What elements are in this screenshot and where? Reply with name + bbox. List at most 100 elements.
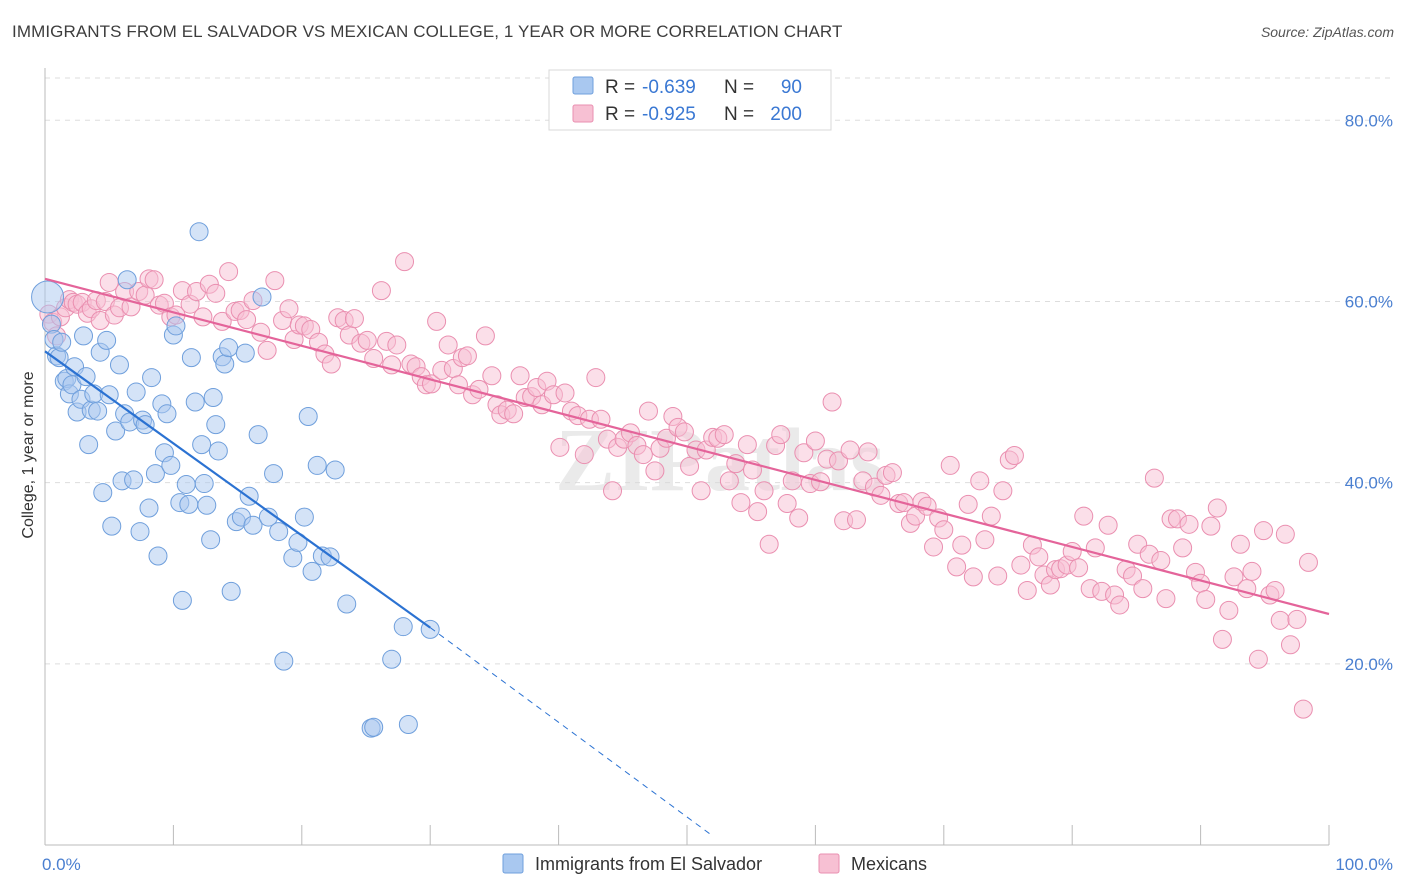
mexicans-point: [759, 534, 779, 554]
mexicans-point: [1144, 468, 1164, 488]
el-salvador-point: [302, 561, 322, 581]
mexicans-point: [1069, 558, 1089, 578]
mexicans-point: [1098, 515, 1118, 535]
el-salvador-points: [31, 222, 440, 738]
mexicans-point: [586, 368, 606, 388]
mexicans-point: [748, 502, 768, 522]
mexicans-point: [510, 366, 530, 386]
mexicans-point: [726, 454, 746, 474]
mexicans-point: [805, 431, 825, 451]
el-salvador-point: [243, 515, 263, 535]
el-salvador-point: [219, 338, 239, 358]
el-salvador-point: [161, 455, 181, 475]
mexicans-point: [1275, 524, 1295, 544]
y-axis-label: College, 1 year or more: [20, 371, 37, 538]
mexicans-point: [1230, 534, 1250, 554]
mexicans-point: [952, 535, 972, 555]
el-salvador-point: [185, 392, 205, 412]
mexicans-point: [1123, 566, 1143, 586]
mexicans-point: [1151, 551, 1171, 571]
el-salvador-point: [197, 495, 217, 515]
mexicans-point: [970, 471, 990, 491]
mexicans-point: [777, 493, 797, 513]
mexicans-point: [1196, 590, 1216, 610]
y-tick-labels: 20.0% 40.0% 60.0% 80.0%: [1345, 111, 1393, 674]
el-salvador-point: [117, 270, 137, 290]
el-salvador-point: [76, 367, 96, 387]
el-salvador-point: [201, 530, 221, 550]
mexicans-point: [794, 443, 814, 463]
mexicans-point: [981, 506, 1001, 526]
mexicans-point: [737, 435, 757, 455]
mexicans-points: [39, 252, 1318, 719]
mexicans-point: [840, 440, 860, 460]
mexicans-point: [1179, 514, 1199, 534]
el-salvador-point: [382, 649, 402, 669]
mexicans-point: [993, 481, 1013, 501]
y-tick-label: 60.0%: [1345, 292, 1393, 311]
series-swatch-pink: [818, 853, 840, 874]
mexicans-point: [882, 463, 902, 483]
mexicans-point: [1110, 595, 1130, 615]
mexicans-point: [1248, 649, 1268, 669]
mexicans-trend-line: [44, 277, 1330, 616]
mexicans-point: [934, 520, 954, 540]
el-salvador-point: [393, 617, 413, 637]
legend-blue-n: 90: [781, 77, 802, 98]
legend-blue-r: -0.639: [642, 77, 696, 98]
el-salvador-point: [93, 483, 113, 503]
mexicans-point: [1224, 567, 1244, 587]
el-salvador-point: [364, 717, 384, 737]
mexicans-point: [265, 271, 285, 291]
el-salvador-point: [248, 425, 268, 445]
mexicans-point: [1011, 555, 1031, 575]
mexicans-point: [482, 366, 502, 386]
mexicans-point: [219, 262, 239, 282]
mexicans-point: [829, 451, 849, 471]
el-salvador-point: [337, 594, 357, 614]
el-salvador-point: [215, 354, 235, 374]
el-salvador-point: [194, 474, 214, 494]
x-tick-label: 100.0%: [1335, 855, 1393, 874]
mexicans-point: [357, 330, 377, 350]
mexicans-point: [1074, 506, 1094, 526]
y-tick-label: 20.0%: [1345, 655, 1393, 674]
el-salvador-point: [126, 382, 146, 402]
mexicans-point: [504, 404, 524, 424]
mexicans-point: [1242, 561, 1262, 581]
mexicans-point: [940, 455, 960, 475]
mexicans-point: [947, 557, 967, 577]
mexicans-point: [251, 322, 271, 342]
el-salvador-point: [294, 507, 314, 527]
el-salvador-point: [252, 287, 272, 307]
mexicans-point: [638, 401, 658, 421]
el-salvador-point: [88, 401, 108, 421]
mexicans-point: [475, 326, 495, 346]
el-salvador-point: [181, 348, 201, 368]
el-salvador-point: [179, 494, 199, 514]
el-salvador-point: [274, 651, 294, 671]
el-salvador-point: [172, 590, 192, 610]
el-salvador-point: [109, 355, 129, 375]
el-salvador-point: [74, 326, 94, 346]
mexicans-point: [438, 335, 458, 355]
mexicans-point: [988, 566, 1008, 586]
mexicans-point: [958, 494, 978, 514]
mexicans-point: [719, 471, 739, 491]
mexicans-point: [822, 392, 842, 412]
mexicans-point: [603, 481, 623, 501]
mexicans-point: [555, 383, 575, 403]
mexicans-point: [1207, 498, 1227, 518]
legend-swatch-blue: [572, 76, 594, 95]
series-label-mexicans: Mexicans: [851, 854, 927, 874]
legend-r-label: R =: [605, 77, 635, 98]
mexicans-point: [714, 425, 734, 445]
mexicans-point: [858, 442, 878, 462]
mexicans-point: [963, 567, 983, 587]
el-salvador-point: [208, 441, 228, 461]
mexicans-point: [789, 508, 809, 528]
el-salvador-point: [298, 407, 318, 427]
mexicans-point: [1298, 552, 1318, 572]
el-salvador-point: [139, 498, 159, 518]
mexicans-point: [574, 445, 594, 465]
